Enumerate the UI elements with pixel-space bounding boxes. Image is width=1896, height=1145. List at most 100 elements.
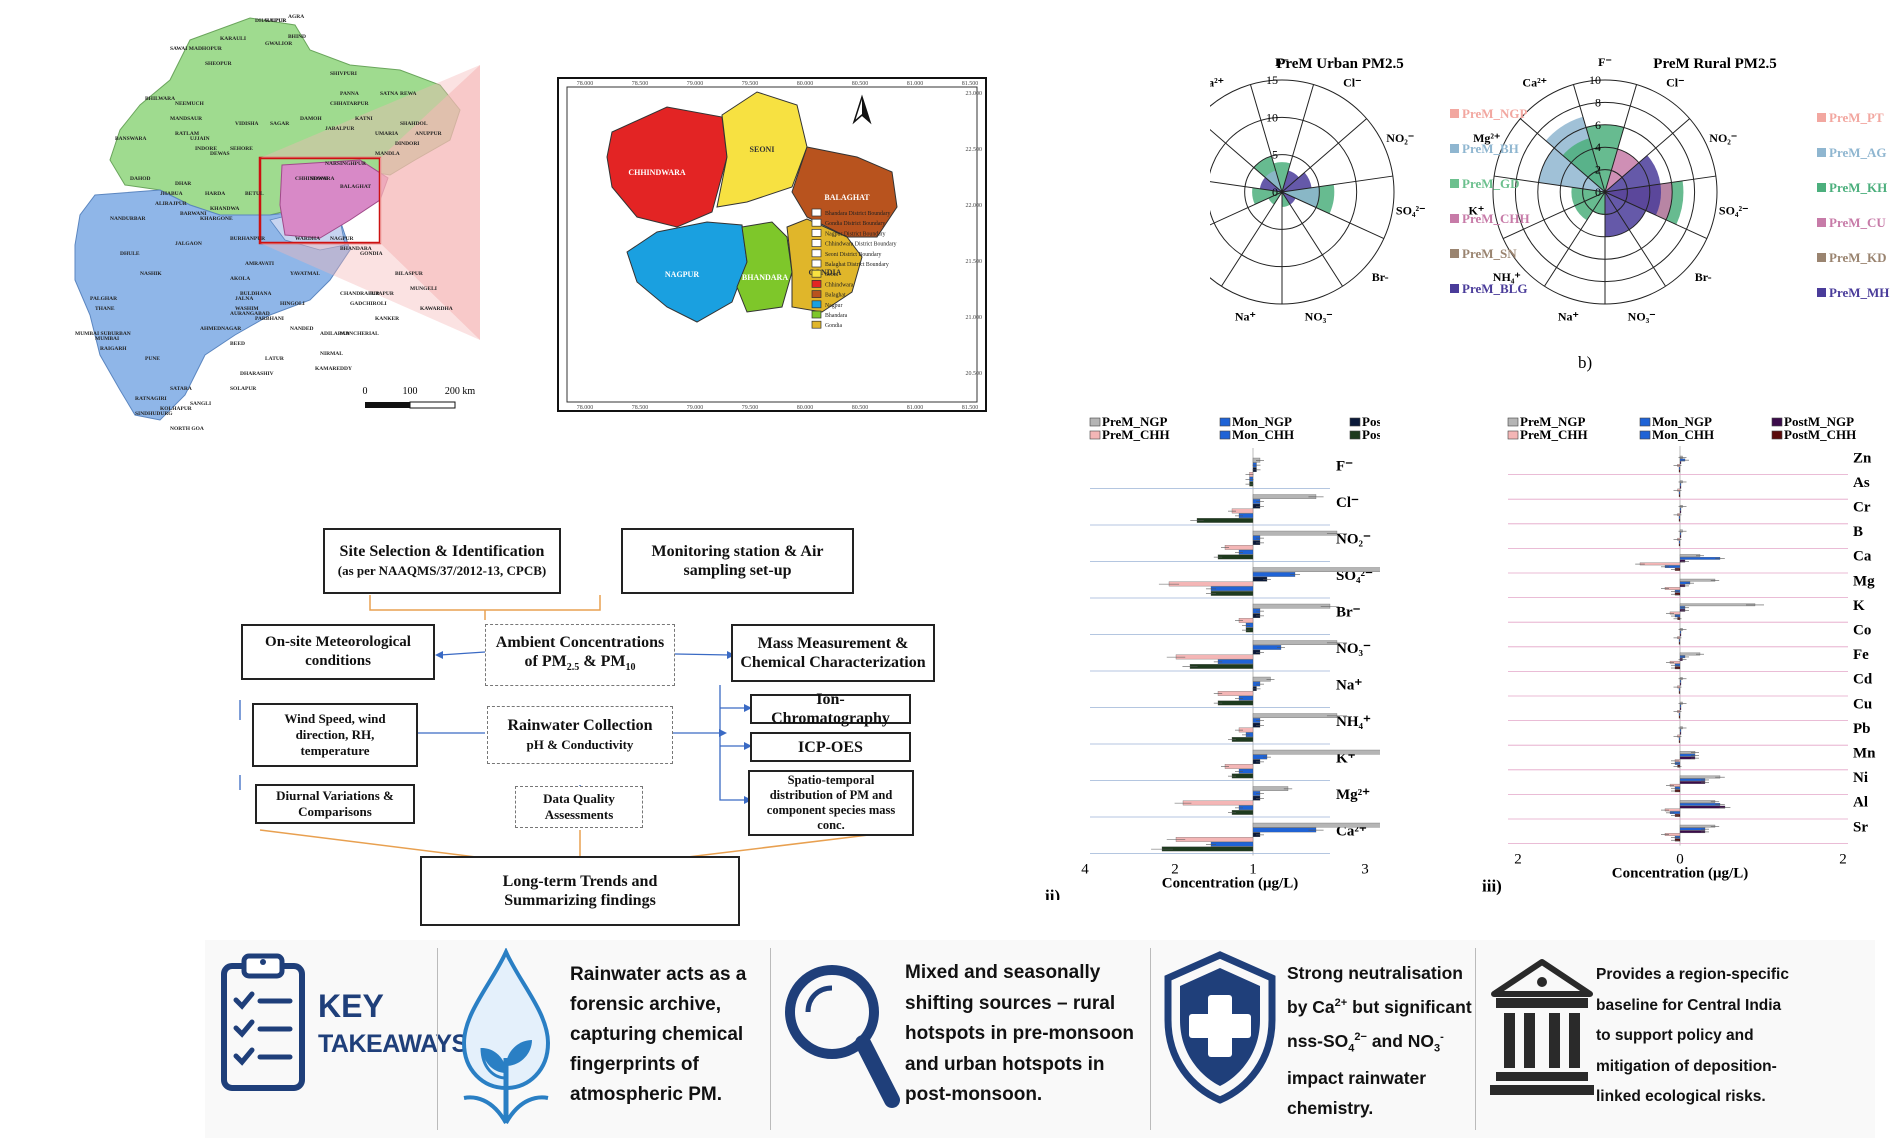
bar-mark <box>1679 507 1682 511</box>
region-label: VIDISHA <box>235 121 259 127</box>
region-label: JABALPUR <box>325 126 355 132</box>
region-label: THANE <box>95 306 115 312</box>
rose-axis-label: NH₄⁺ <box>1493 270 1521 284</box>
region-label: MUMBAI SUBURBAN <box>75 331 131 337</box>
inset-legend-swatch <box>811 280 822 288</box>
data-quality-box: Data Quality Assessments <box>515 786 643 828</box>
label-seoni: SEONI <box>750 145 775 154</box>
bar-legend-label: PostM_CHH <box>1784 427 1856 442</box>
bar-mark <box>1252 572 1296 577</box>
bar-category-label: K <box>1853 598 1865 614</box>
region-label: DHARASHIV <box>240 371 274 377</box>
long-term-trends-box: Long-term Trends and Summarizing findings <box>420 856 740 926</box>
region-label: RAIPUR <box>265 18 287 24</box>
study-area-highlight <box>279 159 389 239</box>
bar-category-label: Mg <box>1853 573 1875 589</box>
bar-mark <box>1252 567 1380 572</box>
rose-axis-label: NO₃⁻ <box>1305 310 1333 324</box>
region-label: INDORE <box>195 146 217 152</box>
region-label: CHHINDWARA <box>295 176 334 182</box>
scale-tick-100: 100 <box>403 386 418 397</box>
bar-mark <box>1679 824 1716 828</box>
bar-mark <box>1678 737 1681 741</box>
region-label: GONDIA <box>360 251 383 257</box>
region-label: LATUR <box>265 356 285 362</box>
bar-category-label: Zn <box>1853 450 1872 466</box>
inset-legend-label: Seoni District Boundary <box>825 252 881 258</box>
bar-legend-swatch <box>1771 430 1783 440</box>
region-label: CHANDRAPUR <box>340 291 380 297</box>
rose-petal <box>1268 192 1282 205</box>
bar-mark <box>1161 846 1254 852</box>
rose-petal <box>1259 177 1282 192</box>
region-label: DAMOH <box>300 116 322 122</box>
rose-legend-swatch <box>1450 144 1459 153</box>
bar-legend-swatch <box>1507 430 1519 440</box>
bar-mark <box>1252 749 1380 755</box>
inset-legend-swatch <box>811 300 822 309</box>
scale-tick-200: 200 km <box>445 386 476 397</box>
bar-mark <box>1679 805 1726 809</box>
bar-tick-label: 0 <box>1676 852 1684 868</box>
rose-legend-label: PreM_PT <box>1829 110 1884 125</box>
rose-ring-label: 5 <box>1272 148 1278 162</box>
inset-y-tick: 23.000 <box>966 91 983 97</box>
inset-legend-label: Nagpur District Boundary <box>825 231 886 237</box>
rose-petal <box>1586 124 1624 192</box>
bar-category-label: NO₃⁻ <box>1336 641 1371 657</box>
region-label: SOLAPUR <box>230 386 257 392</box>
rose-legend-swatch <box>1450 109 1459 118</box>
bar-mark <box>1679 535 1682 538</box>
bar-legend-label: PreM_CHH <box>1102 427 1170 442</box>
bar-category-label: As <box>1853 475 1870 491</box>
bar-mark <box>1678 518 1681 522</box>
bar-mark <box>1678 494 1681 497</box>
region-label: SAGAR <box>270 121 290 127</box>
bar-axis-label: Concentration (μg/L) <box>1612 866 1748 882</box>
region-label: NARSINGHPUR <box>325 161 367 167</box>
bar-category-label: Fe <box>1853 647 1869 663</box>
region-label: PUNE <box>145 356 160 362</box>
rose-legend-label: PreM_AG <box>1829 145 1887 160</box>
bar-legend-swatch <box>1219 417 1231 427</box>
region-label: PARBHANI <box>255 316 284 322</box>
region-label: NASHIK <box>140 271 162 277</box>
bar-mark <box>1679 800 1716 803</box>
region-label: PANNA <box>340 91 359 97</box>
region-label: NIRMAL <box>320 351 343 357</box>
rose-panel-label: b) <box>1578 353 1592 372</box>
institution-icon <box>1490 959 1594 1095</box>
inset-x-tick-top: 81.500 <box>962 81 979 87</box>
region-label: UMARIA <box>375 131 398 137</box>
inset-x-tick-bottom: 81.500 <box>962 405 979 411</box>
region-label: SEHORE <box>230 146 253 152</box>
takeaway-1: Rainwater acts as a forensic archive, capt… <box>570 964 747 1105</box>
bar-mark <box>1678 688 1681 691</box>
bar-chart-elements: PreM_NGP Mon_NGP PostM_NGP PreM_CHH Mon_CHH P… <box>1482 414 1876 896</box>
bar-category-label: NO₂⁻ <box>1336 531 1371 547</box>
rose-legend-label: PreM_BH <box>1462 141 1519 156</box>
label-balaghat: BALAGHAT <box>824 193 870 202</box>
bar-mark <box>1678 540 1681 544</box>
bar-mark <box>1168 581 1254 587</box>
bar-tick-label: 4 <box>1081 862 1089 878</box>
region-label: KHANDWA <box>210 206 239 212</box>
bar-mark <box>1679 731 1682 735</box>
inset-y-tick: 22.000 <box>966 203 983 209</box>
region-label: MANDSAUR <box>170 116 203 122</box>
inset-legend-label: Gondia <box>825 323 842 329</box>
region-label: HINGOLI <box>280 301 305 307</box>
bar-legend-label: PostM_NGP <box>1784 414 1854 429</box>
bar-legend-swatch <box>1639 430 1651 440</box>
region-label: ALIRAJPUR <box>155 201 188 207</box>
region-label: DAHOD <box>130 176 151 182</box>
district-chhindwara <box>606 106 728 228</box>
region-label: SAWAI MADHOPUR <box>170 46 223 52</box>
rose-legend-label: PreM_CHH <box>1462 211 1530 226</box>
bar-mark <box>1678 712 1681 716</box>
region-label: KHARGONE <box>200 216 233 222</box>
region-label: NANDED <box>290 326 314 332</box>
region-label: MUMBAI <box>95 336 119 342</box>
onsite-meteorological-box: On-site Meteorological conditions <box>241 624 435 680</box>
rose-axis-label: Cl⁻ <box>1343 76 1361 90</box>
